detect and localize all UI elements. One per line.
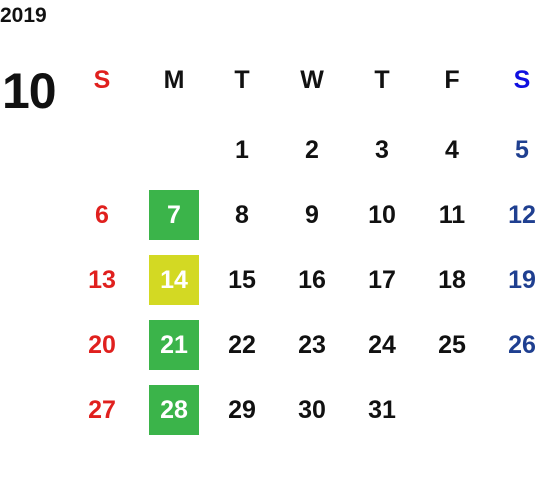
day[interactable]: 21 bbox=[149, 320, 199, 370]
day[interactable]: 27 bbox=[88, 395, 116, 424]
day[interactable]: 20 bbox=[88, 330, 116, 359]
day[interactable]: 16 bbox=[298, 265, 326, 294]
day[interactable]: 3 bbox=[375, 135, 389, 164]
day[interactable]: 10 bbox=[368, 200, 396, 229]
year: 2019 bbox=[0, 4, 47, 27]
weekday-header: M bbox=[163, 65, 185, 94]
day[interactable]: 26 bbox=[508, 330, 536, 359]
day[interactable]: 15 bbox=[228, 265, 256, 294]
weekday-header: T bbox=[234, 65, 250, 94]
day[interactable]: 19 bbox=[508, 265, 536, 294]
day[interactable]: 30 bbox=[298, 395, 326, 424]
day[interactable]: 12 bbox=[508, 200, 536, 229]
weekday-header: T bbox=[374, 65, 390, 94]
day[interactable]: 22 bbox=[228, 330, 256, 359]
day[interactable]: 29 bbox=[228, 395, 256, 424]
month: 10 bbox=[2, 63, 57, 119]
day[interactable]: 2 bbox=[305, 135, 319, 164]
day[interactable]: 8 bbox=[235, 200, 249, 229]
day[interactable]: 23 bbox=[298, 330, 326, 359]
weekday-header: S bbox=[93, 65, 111, 94]
day[interactable]: 14 bbox=[149, 255, 199, 305]
day[interactable]: 7 bbox=[149, 190, 199, 240]
day[interactable]: 4 bbox=[445, 135, 459, 164]
day[interactable]: 17 bbox=[368, 265, 396, 294]
day[interactable]: 18 bbox=[438, 265, 466, 294]
weekday-header: W bbox=[300, 65, 324, 94]
day[interactable]: 11 bbox=[438, 200, 466, 229]
day[interactable]: 24 bbox=[368, 330, 396, 359]
day[interactable]: 13 bbox=[88, 265, 116, 294]
weekday-header: F bbox=[444, 65, 460, 94]
day[interactable]: 5 bbox=[515, 135, 529, 164]
weekday-header: S bbox=[513, 65, 531, 94]
day[interactable]: 25 bbox=[438, 330, 466, 359]
day[interactable]: 1 bbox=[235, 135, 249, 164]
day[interactable]: 9 bbox=[305, 200, 319, 229]
day[interactable]: 6 bbox=[95, 200, 109, 229]
day[interactable]: 28 bbox=[149, 385, 199, 435]
day[interactable]: 31 bbox=[368, 395, 396, 424]
